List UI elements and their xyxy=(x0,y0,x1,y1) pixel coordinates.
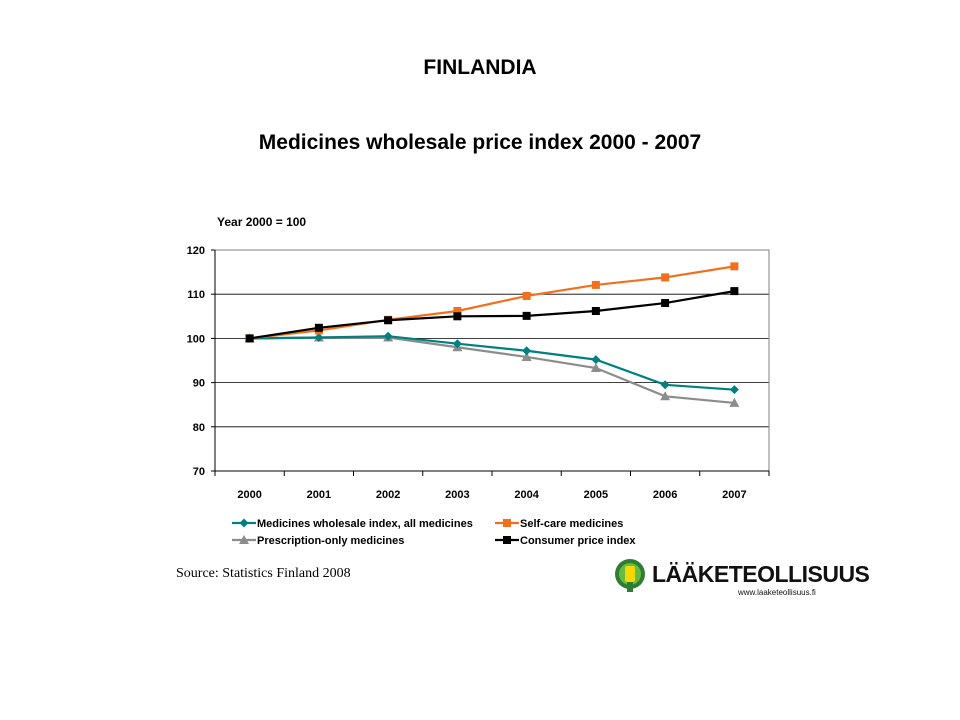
data-point xyxy=(661,273,670,282)
x-tick-label: 2002 xyxy=(376,489,400,501)
legend-marker xyxy=(239,518,249,528)
y-tick-label: 70 xyxy=(193,466,205,478)
data-point xyxy=(522,311,531,320)
logo-url: www.laaketeollisuus.fi xyxy=(738,588,816,597)
data-point xyxy=(522,346,532,356)
logo-wordmark: LÄÄKETEOLLISUUS xyxy=(652,561,870,587)
tree-logo-icon xyxy=(615,559,645,592)
data-point xyxy=(384,316,393,325)
legend-marker xyxy=(503,536,511,544)
data-point xyxy=(729,397,740,407)
y-tick-label: 100 xyxy=(187,333,205,345)
data-point xyxy=(591,280,600,289)
data-point xyxy=(245,334,254,343)
series-line xyxy=(249,265,735,340)
data-point xyxy=(591,355,601,365)
chart-title: Medicines wholesale price index 2000 - 2… xyxy=(258,131,702,154)
x-tick-label: 2003 xyxy=(445,489,469,501)
legend-entry: Medicines wholesale index, all medicines xyxy=(257,518,473,530)
y-tick-label: 90 xyxy=(193,378,205,390)
legend-entry: Consumer price index xyxy=(520,535,636,547)
data-point xyxy=(729,385,739,395)
data-point xyxy=(730,262,739,271)
legend-entry: Prescription-only medicines xyxy=(257,535,404,547)
x-tick-label: 2007 xyxy=(722,489,746,501)
y-axis-label: Year 2000 = 100 xyxy=(217,215,306,229)
data-point xyxy=(590,363,601,373)
source-note: Source: Statistics Finland 2008 xyxy=(176,566,351,581)
data-point xyxy=(522,291,531,300)
y-tick-label: 110 xyxy=(187,289,205,301)
data-point xyxy=(521,351,532,361)
data-point xyxy=(452,339,462,349)
y-tick-label: 80 xyxy=(193,422,205,434)
plot-area-border xyxy=(214,249,770,472)
legend-marker xyxy=(239,535,249,544)
data-point xyxy=(660,391,671,401)
y-tick-label: 120 xyxy=(187,245,205,257)
data-point xyxy=(730,287,739,296)
x-tick-label: 2005 xyxy=(584,489,608,501)
data-point xyxy=(591,306,600,315)
data-point xyxy=(453,306,462,315)
data-point xyxy=(383,331,393,341)
series-line xyxy=(249,335,735,391)
legend-marker xyxy=(503,519,511,527)
x-tick-label: 2000 xyxy=(237,489,261,501)
x-tick-label: 2001 xyxy=(307,489,331,501)
series-line xyxy=(249,290,735,340)
x-tick-label: 2006 xyxy=(653,489,677,501)
data-point xyxy=(314,323,323,332)
data-point xyxy=(314,333,324,343)
data-point xyxy=(660,380,670,390)
legend-entry: Self-care medicines xyxy=(520,518,623,530)
data-point xyxy=(661,299,670,308)
data-point xyxy=(453,312,462,321)
x-tick-label: 2004 xyxy=(514,489,539,501)
page-heading: FINLANDIA xyxy=(423,56,537,79)
